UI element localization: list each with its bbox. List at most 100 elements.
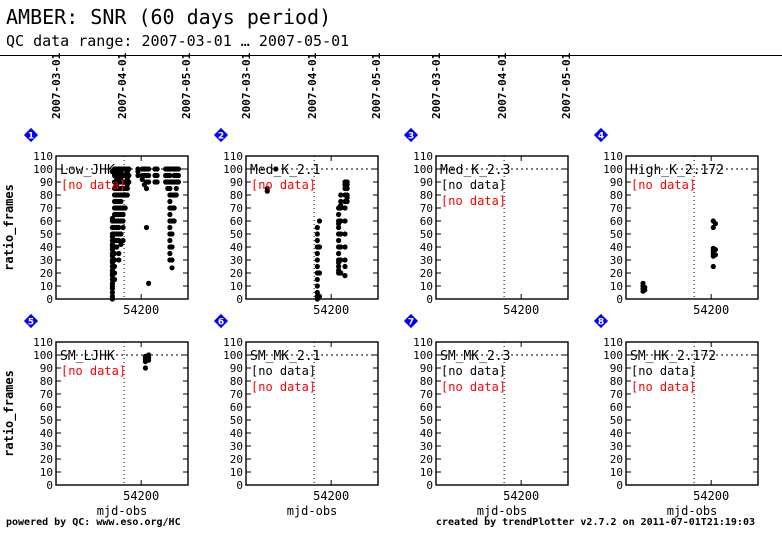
data-point [175, 172, 182, 179]
plot-frame [245, 155, 379, 300]
y-tick-label: 20 [40, 453, 53, 466]
data-point [154, 166, 160, 172]
y-tick-label: 0 [616, 479, 623, 492]
data-point [169, 257, 175, 263]
x-axis-label: mjd-obs [667, 504, 718, 518]
data-point [118, 231, 124, 237]
data-point [120, 218, 126, 224]
date-tick-label: 2007-05-01 [370, 52, 383, 119]
date-tick-label: 2007-04-01 [496, 52, 509, 119]
data-point [342, 273, 348, 279]
data-point [135, 166, 141, 172]
y-tick-label: 70 [40, 202, 53, 215]
y-tick-label: 70 [610, 202, 623, 215]
y-tick-label: 60 [610, 215, 623, 228]
data-point [273, 166, 279, 172]
data-point [114, 244, 120, 250]
no-data-label: [no data] [251, 380, 316, 394]
y-tick-label: 20 [40, 267, 53, 280]
data-point [173, 185, 179, 192]
no-data-label: [no data] [441, 194, 506, 208]
data-point [338, 192, 344, 198]
y-tick-label: 60 [420, 215, 433, 228]
data-point [336, 250, 342, 257]
no-data-label: [no data] [61, 178, 126, 192]
data-point [116, 237, 122, 244]
date-tick-label: 2007-03-01 [50, 52, 63, 119]
y-axis-label: ratio_frames [2, 370, 17, 457]
panel-index-number: 2 [218, 132, 224, 142]
data-point [316, 270, 323, 276]
date-tick-label: 2007-03-01 [240, 52, 253, 119]
data-point [314, 263, 320, 270]
panel-title: High_K_2.172 [630, 163, 724, 178]
y-tick-label: 70 [420, 388, 433, 401]
y-tick-label: 100 [223, 163, 243, 176]
y-tick-label: 90 [610, 176, 623, 189]
data-point [344, 198, 350, 205]
data-point [342, 205, 348, 211]
data-point [126, 166, 132, 172]
data-point [173, 192, 179, 198]
data-point [338, 231, 344, 237]
panel-title: SM_MK_2.1 [250, 349, 320, 364]
data-point [109, 289, 116, 296]
x-tick-label: 54200 [313, 489, 349, 503]
y-tick-label: 70 [230, 388, 243, 401]
y-tick-label: 60 [230, 215, 243, 228]
panel-index-diamond [593, 127, 609, 143]
plot-frame [55, 155, 189, 300]
y-tick-label: 70 [420, 202, 433, 215]
y-tick-label: 20 [610, 267, 623, 280]
data-point [120, 237, 126, 244]
y-tick-label: 40 [40, 427, 53, 440]
y-tick-label: 20 [230, 267, 243, 280]
date-tick-label: 2007-03-01 [430, 52, 443, 119]
data-point [167, 237, 173, 244]
x-axis-label: mjd-obs [97, 504, 148, 518]
data-point [167, 185, 173, 192]
x-tick-label: 54200 [693, 303, 729, 317]
data-point [338, 270, 344, 276]
footer-created-by: created by trendPlotter v2.7.2 on 2011-0… [435, 517, 755, 528]
x-tick-label: 54200 [503, 489, 539, 503]
y-tick-label: 50 [420, 228, 433, 241]
data-point [116, 224, 122, 231]
x-tick-label: 54200 [123, 489, 159, 503]
data-point [126, 172, 132, 179]
data-point [167, 250, 173, 257]
y-tick-label: 50 [230, 414, 243, 427]
data-point [314, 250, 320, 257]
y-tick-label: 20 [230, 453, 243, 466]
data-point [336, 211, 342, 218]
data-point [142, 365, 149, 371]
data-point [314, 237, 320, 244]
plot-frame [435, 155, 569, 300]
y-tick-label: 50 [40, 228, 53, 241]
y-tick-label: 10 [610, 280, 623, 293]
y-tick-label: 0 [46, 479, 53, 492]
y-tick-label: 20 [420, 453, 433, 466]
plot-frame [625, 341, 759, 486]
y-tick-label: 30 [230, 254, 243, 267]
no-data-label: [no data] [441, 178, 506, 192]
data-point [111, 250, 118, 257]
y-tick-label: 40 [610, 427, 623, 440]
date-tick-label: 2007-05-01 [180, 52, 193, 119]
data-point [710, 224, 716, 231]
y-tick-label: 110 [33, 336, 53, 349]
data-point [336, 263, 342, 270]
data-point [120, 224, 126, 231]
data-point [120, 211, 126, 218]
data-point [342, 244, 348, 250]
data-point [264, 185, 270, 192]
data-point [175, 166, 182, 172]
panel-title: SM_MK_2.3 [440, 349, 510, 364]
y-tick-label: 80 [610, 375, 623, 388]
y-tick-label: 80 [230, 375, 243, 388]
y-tick-label: 30 [610, 254, 623, 267]
x-axis-label: mjd-obs [477, 504, 528, 518]
y-tick-label: 50 [40, 414, 53, 427]
data-point [146, 280, 152, 286]
